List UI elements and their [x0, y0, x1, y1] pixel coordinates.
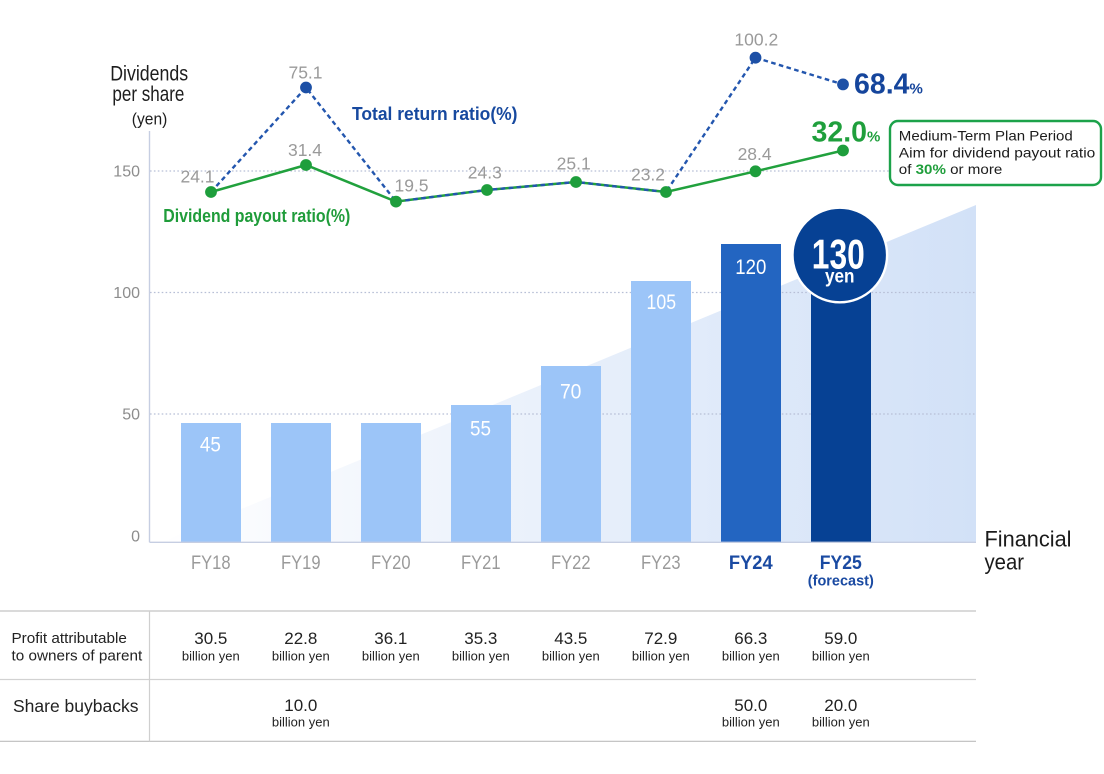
svg-text:(yen): (yen): [132, 109, 168, 128]
svg-text:Financial: Financial: [985, 527, 1072, 552]
svg-text:year: year: [985, 549, 1025, 574]
svg-text:billion yen: billion yen: [812, 649, 870, 664]
svg-text:0: 0: [131, 529, 140, 546]
svg-text:Profit attributable: Profit attributable: [12, 631, 127, 647]
svg-text:billion yen: billion yen: [542, 649, 600, 664]
svg-text:25.1: 25.1: [557, 154, 591, 174]
svg-text:FY23: FY23: [641, 553, 681, 574]
svg-text:70: 70: [560, 380, 582, 404]
svg-text:billion yen: billion yen: [272, 714, 330, 729]
svg-text:50.0: 50.0: [734, 696, 767, 715]
svg-text:FY22: FY22: [551, 553, 591, 574]
svg-text:billion yen: billion yen: [812, 714, 870, 729]
svg-text:23.2: 23.2: [631, 165, 665, 185]
svg-text:36.1: 36.1: [374, 629, 407, 648]
svg-text:31.4: 31.4: [288, 140, 322, 160]
svg-text:28.4: 28.4: [738, 144, 772, 164]
svg-text:to owners of parent: to owners of parent: [12, 648, 143, 664]
svg-text:Medium-Term Plan Period: Medium-Term Plan Period: [899, 128, 1073, 144]
svg-text:Aim for dividend payout ratio: Aim for dividend payout ratio: [899, 144, 1096, 160]
svg-text:20.0: 20.0: [824, 696, 857, 715]
svg-text:130: 130: [812, 231, 865, 278]
svg-text:32.0%: 32.0%: [812, 117, 881, 149]
svg-text:Dividend payout ratio(%): Dividend payout ratio(%): [163, 205, 350, 226]
svg-text:billion yen: billion yen: [362, 649, 420, 664]
svg-text:of 30% or more: of 30% or more: [899, 161, 1003, 177]
svg-text:45: 45: [200, 433, 221, 457]
svg-text:FY20: FY20: [371, 553, 411, 574]
svg-text:billion yen: billion yen: [272, 649, 330, 664]
svg-text:FY19: FY19: [281, 553, 321, 574]
svg-text:100.2: 100.2: [734, 29, 778, 49]
svg-text:72.9: 72.9: [644, 629, 677, 648]
svg-text:50: 50: [122, 407, 140, 424]
svg-text:Dividends: Dividends: [110, 63, 188, 86]
svg-text:120: 120: [735, 255, 766, 279]
svg-text:billion yen: billion yen: [722, 649, 780, 664]
svg-text:66.3: 66.3: [734, 629, 767, 648]
svg-text:105: 105: [647, 290, 677, 314]
svg-text:24.1: 24.1: [180, 167, 214, 187]
svg-text:per share: per share: [112, 83, 184, 106]
svg-text:FY18: FY18: [191, 553, 231, 574]
svg-text:68.4%: 68.4%: [854, 69, 923, 101]
svg-text:yen: yen: [825, 267, 855, 288]
svg-text:FY24: FY24: [729, 553, 773, 574]
svg-text:billion yen: billion yen: [182, 649, 240, 664]
svg-text:100: 100: [113, 285, 140, 302]
svg-text:150: 150: [113, 164, 140, 181]
svg-text:55: 55: [470, 417, 491, 441]
svg-text:19.5: 19.5: [394, 176, 428, 196]
svg-text:FY25: FY25: [820, 553, 862, 574]
svg-text:10.0: 10.0: [284, 696, 317, 715]
svg-text:22.8: 22.8: [284, 629, 317, 648]
svg-text:75.1: 75.1: [288, 62, 322, 82]
svg-text:billion yen: billion yen: [452, 649, 510, 664]
svg-text:billion yen: billion yen: [722, 714, 780, 729]
svg-text:30.5: 30.5: [194, 629, 227, 648]
svg-text:Total return ratio(%): Total return ratio(%): [352, 103, 518, 124]
svg-text:43.5: 43.5: [554, 629, 587, 648]
svg-text:billion yen: billion yen: [632, 649, 690, 664]
svg-text:Share buybacks: Share buybacks: [13, 696, 139, 716]
svg-text:(forecast): (forecast): [808, 574, 874, 590]
svg-text:59.0: 59.0: [824, 629, 857, 648]
svg-text:24.3: 24.3: [468, 162, 502, 182]
svg-text:35.3: 35.3: [464, 629, 497, 648]
svg-text:FY21: FY21: [461, 553, 501, 574]
